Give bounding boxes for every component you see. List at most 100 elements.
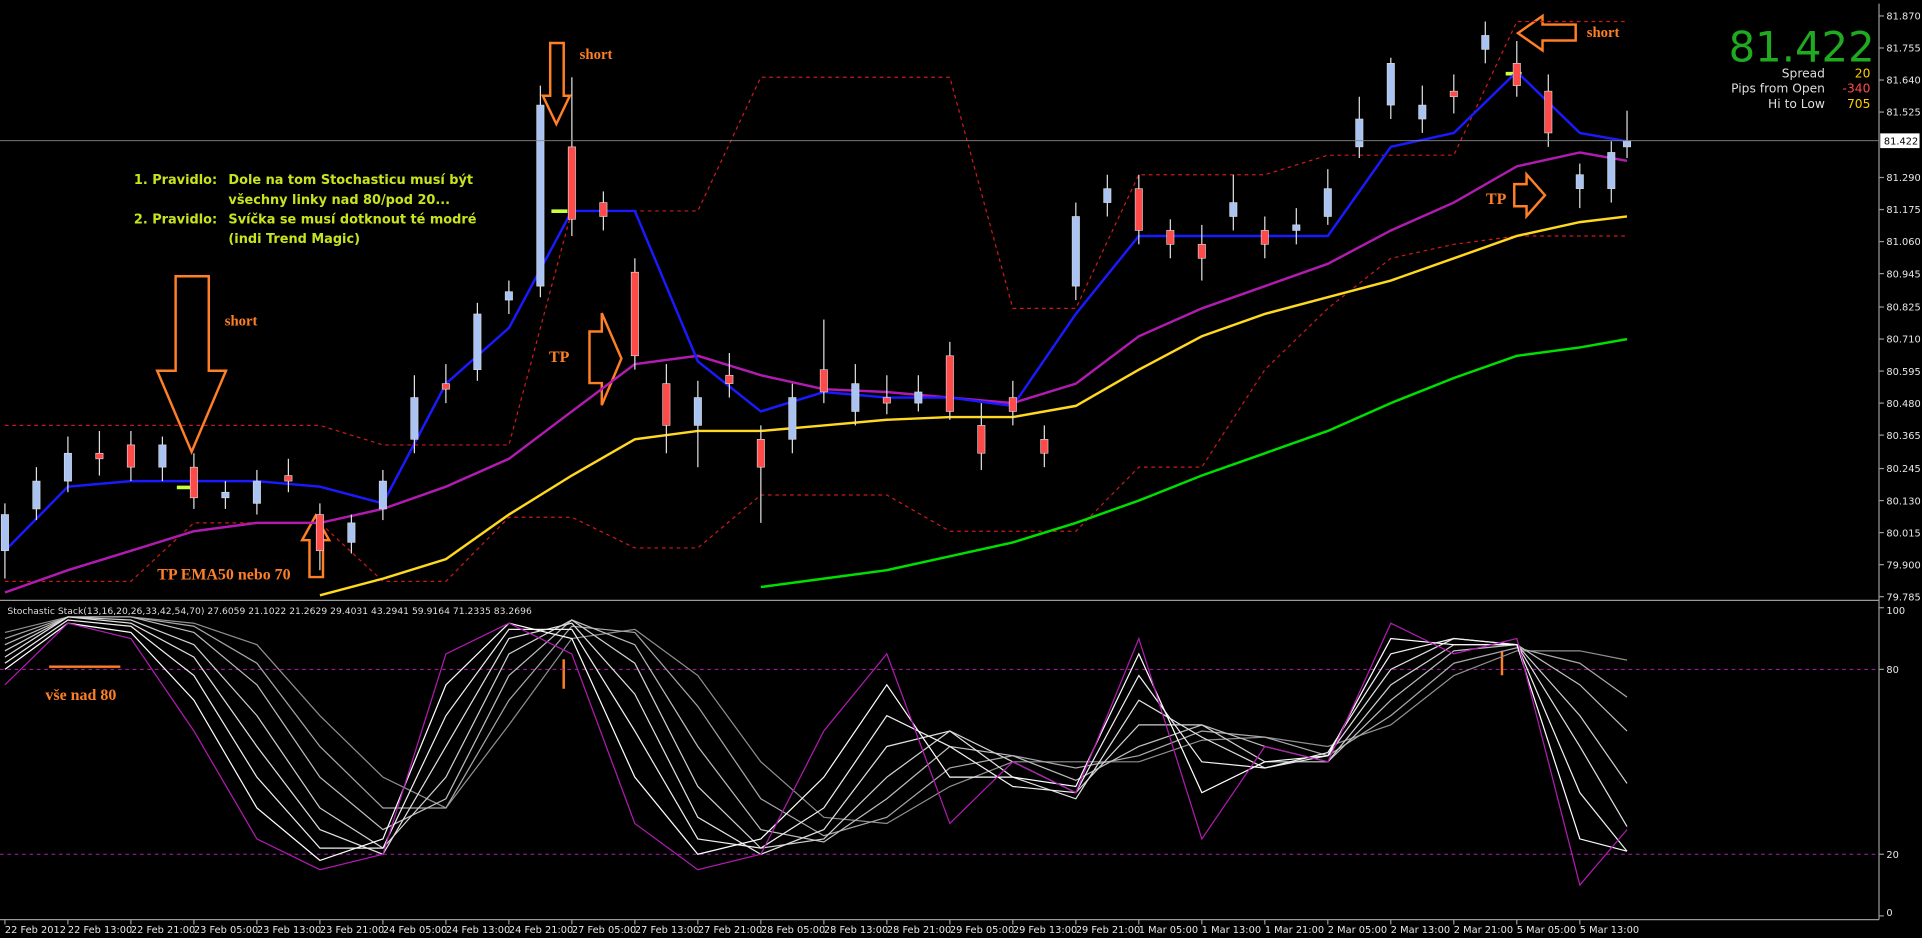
x-tick-label: 1 Mar 21:00 [1265,925,1324,936]
x-tick-label: 24 Feb 21:00 [509,925,573,936]
info-label: Hi to Low [1768,97,1825,111]
y-tick-label: 81.870 [1886,12,1920,23]
y-tick-label: 79.785 [1886,592,1920,603]
x-tick-label: 24 Feb 05:00 [383,925,447,936]
stochastic-line [4,616,1628,843]
y-tick-label: 80.825 [1886,303,1920,314]
x-tick-label: 28 Feb 13:00 [824,925,888,936]
y-tick-label: 80.480 [1886,399,1920,410]
x-tick-label: 23 Feb 05:00 [194,925,258,936]
x-tick-label: 24 Feb 13:00 [446,925,510,936]
y-tick-label: 80.015 [1886,528,1920,539]
current-price-label: 81.422 [1884,136,1918,147]
stochastic-line [4,619,1628,852]
candle-body [1229,202,1238,217]
indicator-title: Stochastic Stack(13,16,20,26,33,42,54,70… [7,606,532,617]
y-tick-label: 81.755 [1886,44,1920,55]
candle-body [441,383,450,390]
annotation: TP EMA50 nebo 70 [157,566,290,583]
rule-text: (indi Trend Magic) [228,232,360,247]
arrow-down [540,41,572,127]
y-tick-label: 80.710 [1886,335,1920,346]
rule-text: 1. Pravidlo: [134,173,217,188]
annotation: short [225,313,258,329]
y-tick-label: 80.130 [1886,496,1920,507]
candle-body [693,397,702,426]
y-tick-label: 81.640 [1886,76,1920,87]
y-tick-label: 81.525 [1886,108,1920,119]
stochastic-line [4,622,1628,862]
candle-body [1623,140,1632,148]
candle-body [1575,174,1584,189]
stochastic-line [4,616,1628,825]
y-tick-label: 80.365 [1886,431,1920,442]
y-tick-label: 80.945 [1886,269,1920,280]
x-tick-label: 2 Mar 21:00 [1454,925,1513,936]
y-tick-label: 81.060 [1886,237,1920,248]
candle-body [1418,104,1427,120]
y-tick-label: 0 [1886,908,1892,919]
candle-body [473,313,482,370]
y-tick-label: 81.175 [1886,205,1920,216]
bid-price: 81.422 [1729,22,1875,71]
candle-body [1197,244,1206,259]
annotation: TP [549,349,570,366]
x-tick-label: 2 Mar 05:00 [1328,925,1387,936]
candle-body [1481,35,1490,50]
candle-body [0,514,9,552]
candle-body [1355,118,1364,148]
candle-body [662,383,671,426]
y-tick-label: 20 [1886,850,1899,861]
candle-body [378,480,387,510]
candle-body [126,444,135,468]
stochastic-line [4,616,1628,856]
candle-body [284,475,293,482]
stochastic-line [4,616,1628,837]
info-value: 705 [1847,97,1870,111]
candle-body [851,383,860,412]
current-price-tag [1880,133,1920,149]
candle-body [882,397,891,404]
candle-body [1449,90,1458,98]
info-value: -340 [1843,82,1871,96]
candle-body [788,397,797,440]
indicator-line [760,337,1628,589]
candle-body [630,271,639,357]
candle-body [819,369,828,393]
channel-line [4,20,1628,446]
annotation: short [1587,25,1620,41]
x-tick-label: 22 Feb 13:00 [68,925,132,936]
candle-body [1166,230,1175,245]
x-tick-label: 5 Mar 13:00 [1580,925,1639,936]
info-value: 20 [1855,66,1871,80]
candle-body [1103,188,1112,203]
annotation: vše nad 80 [45,687,116,704]
candle-body [599,202,608,217]
x-tick-label: 29 Feb 13:00 [1013,925,1077,936]
rule-text: Svíčka se musí dotknout té modré [228,212,476,227]
candle-body [347,522,356,543]
annotation: TP [1486,191,1507,208]
stochastic-line [4,616,1628,849]
stochastic-line [4,622,1628,887]
candle-body [1292,224,1301,231]
x-tick-label: 23 Feb 21:00 [320,925,384,936]
x-tick-label: 22 Feb 2012 [5,925,66,936]
x-tick-label: 1 Mar 13:00 [1202,925,1261,936]
x-tick-label: 23 Feb 13:00 [257,925,321,936]
x-tick-label: 29 Feb 05:00 [950,925,1014,936]
x-tick-label: 1 Mar 05:00 [1139,925,1198,936]
rule-text: 2. Pravidlo: [134,212,217,227]
candle-body [189,466,198,499]
rule-text: Dole na tom Stochasticu musí být [228,173,473,188]
rule-text: všechny linky nad 80/pod 20... [228,193,450,208]
y-tick-label: 80 [1886,665,1899,676]
candle-body [410,397,419,440]
arrow-right [1513,171,1547,220]
candle-body [1071,216,1080,287]
candle-body [725,374,734,384]
candle-body [914,391,923,404]
x-tick-label: 5 Mar 05:00 [1517,925,1576,936]
y-tick-label: 80.595 [1886,367,1920,378]
